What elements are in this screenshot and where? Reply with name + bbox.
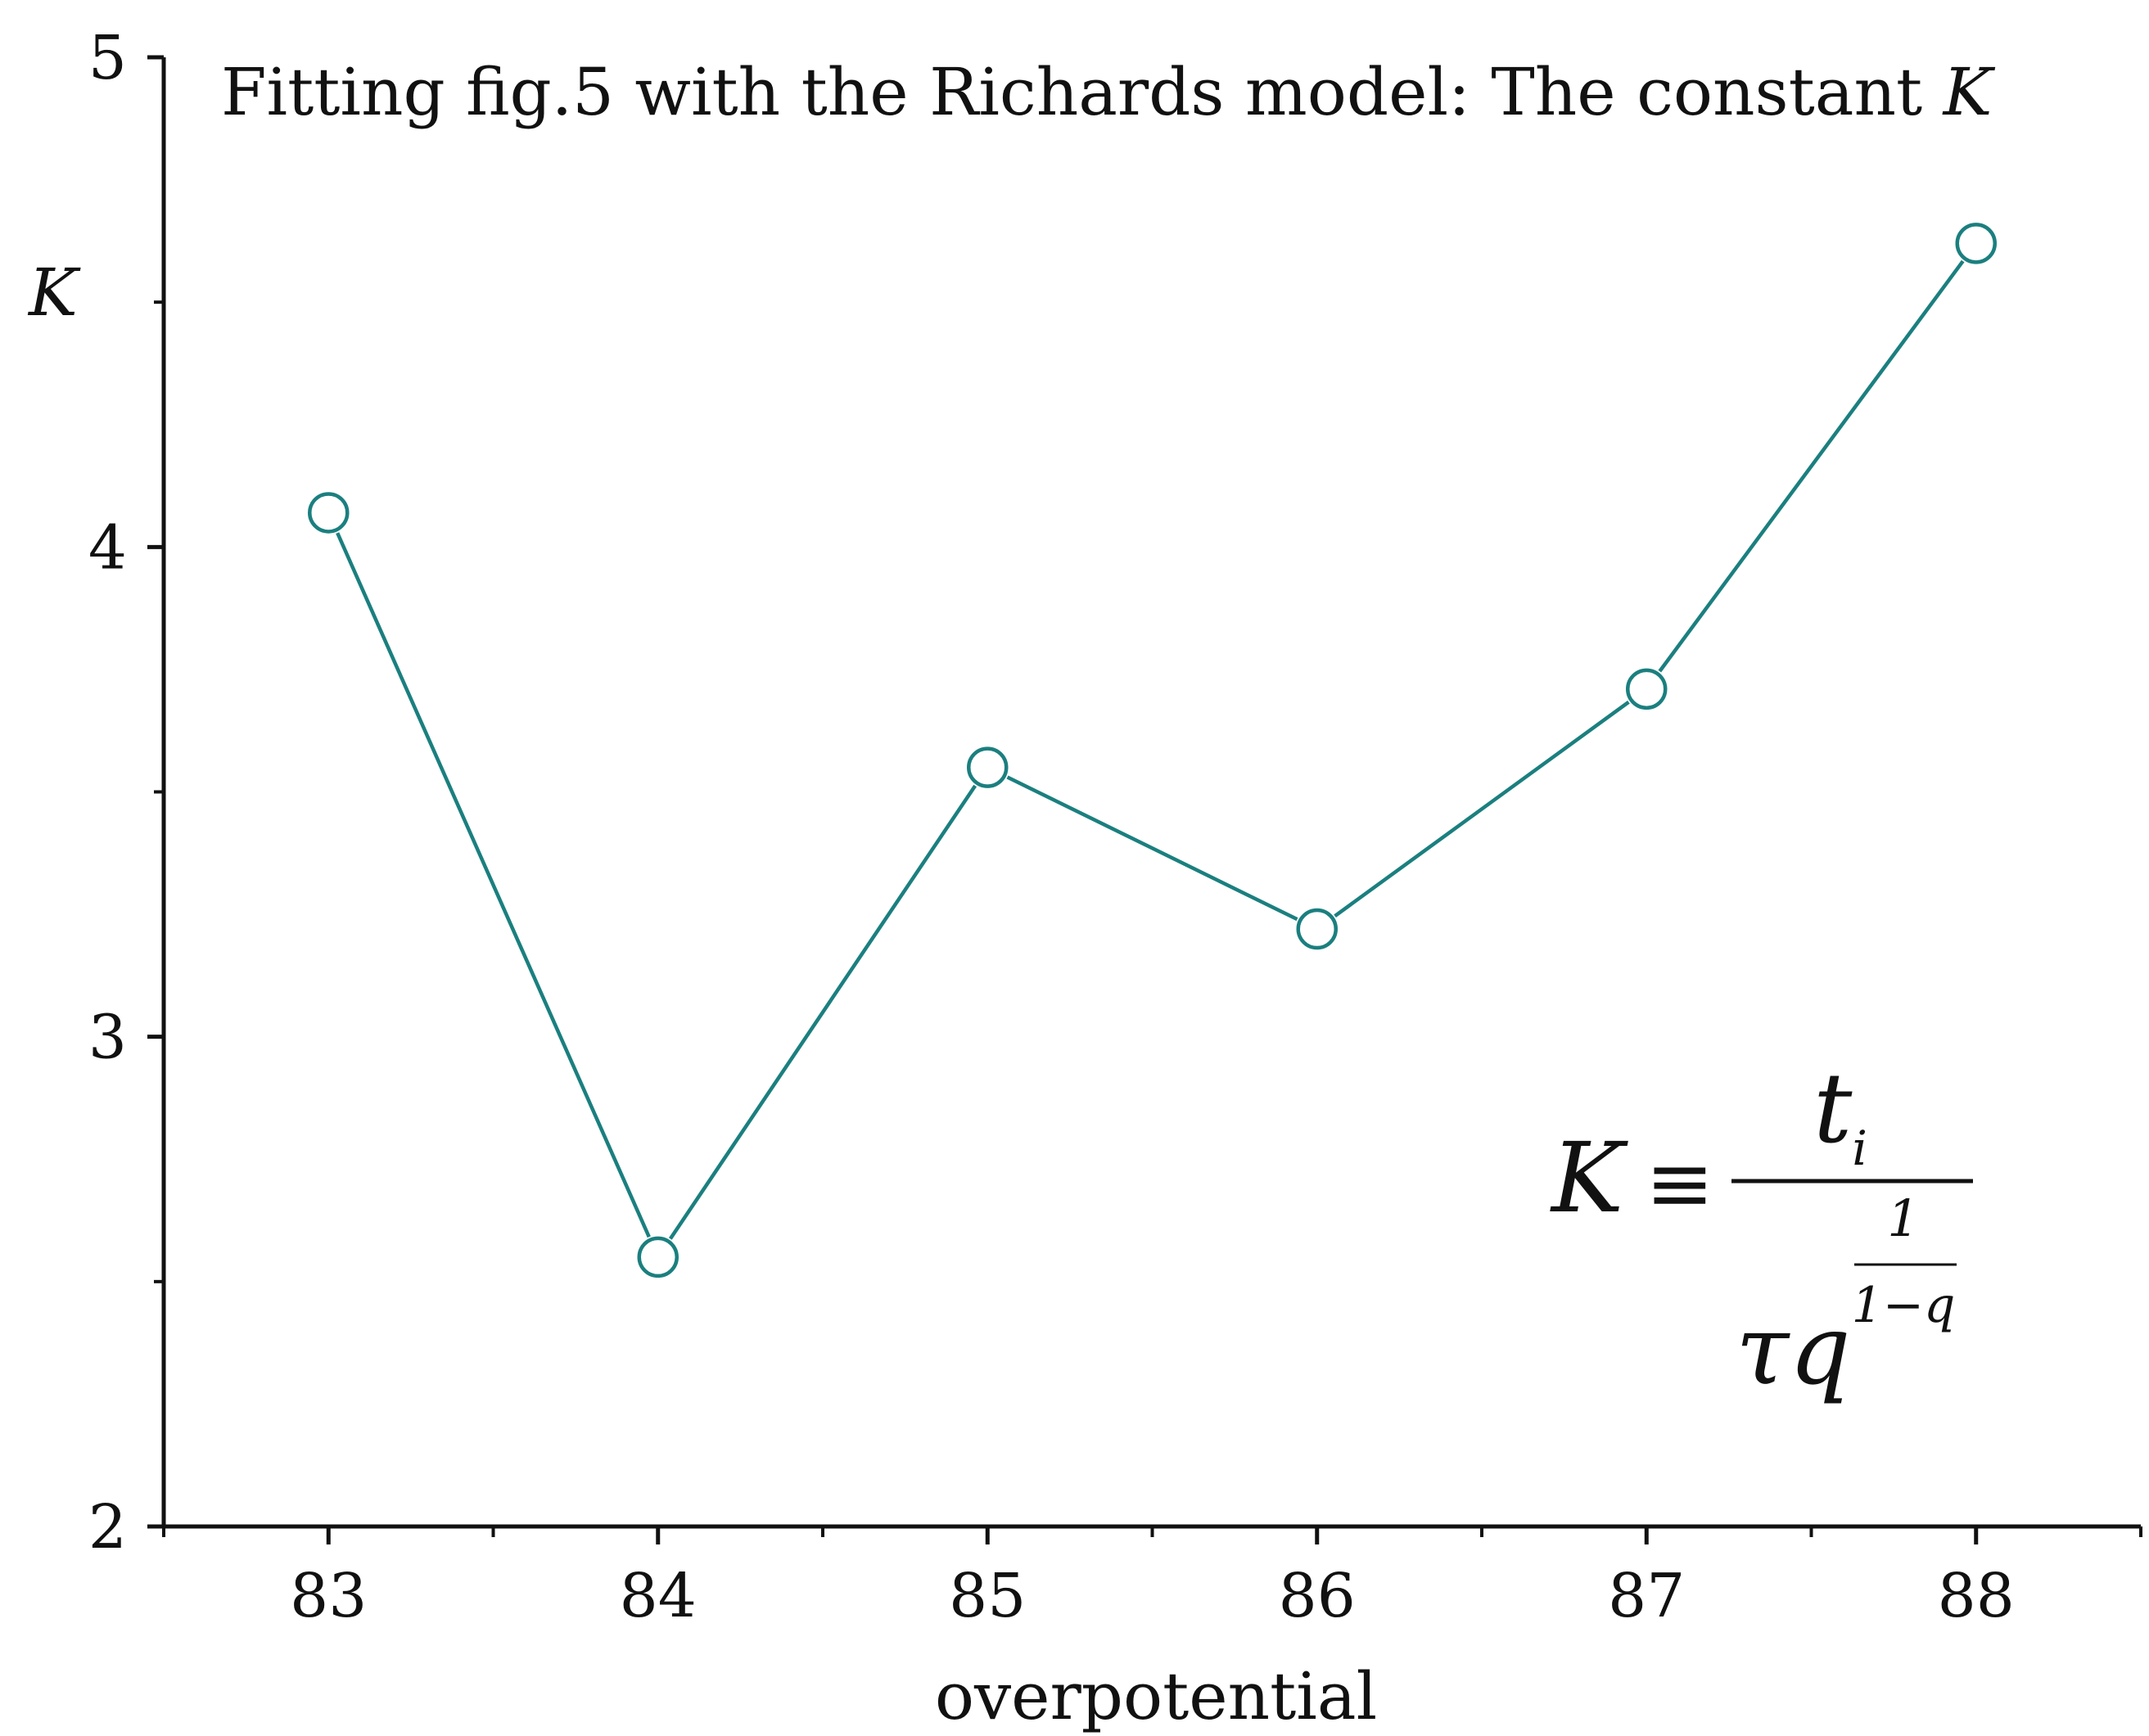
series-segment bbox=[668, 784, 977, 1240]
formula-exponent-denominator: 1−q bbox=[1852, 1277, 1956, 1334]
formula-operator: ≡ bbox=[1646, 1135, 1714, 1231]
chart-title-var: K bbox=[1942, 54, 1996, 130]
series-segment bbox=[1334, 700, 1630, 918]
data-point bbox=[1626, 668, 1668, 710]
series-segment bbox=[1006, 775, 1298, 922]
series-lines bbox=[336, 259, 1965, 1240]
formula-annotation: K ≡ ti τq 1 1−q bbox=[1550, 1052, 1973, 1406]
y-tick-label: 4 bbox=[88, 512, 127, 583]
data-point bbox=[1955, 223, 1997, 264]
x-tick-label: 88 bbox=[1938, 1561, 2015, 1631]
x-tick-label: 83 bbox=[290, 1561, 367, 1631]
x-tick-label: 84 bbox=[620, 1561, 697, 1631]
formula-exponent-numerator: 1 bbox=[1887, 1188, 1919, 1248]
series-segment bbox=[1658, 259, 1965, 673]
y-tick-label: 3 bbox=[88, 1003, 127, 1073]
formula-denominator: τq bbox=[1736, 1293, 1851, 1406]
axis-ticks: 2 3 4 5 83 84 85 86 87 88 bbox=[88, 23, 2142, 1631]
chart-title-text: Fitting fig.5 with the Richards model: T… bbox=[221, 54, 1944, 130]
data-point bbox=[1296, 908, 1338, 950]
x-tick-label: 86 bbox=[1279, 1561, 1356, 1631]
formula-numerator-var: t bbox=[1813, 1052, 1853, 1165]
x-axis-label: overpotential bbox=[935, 1658, 1377, 1734]
data-point bbox=[308, 492, 350, 534]
x-tick-label: 85 bbox=[949, 1561, 1026, 1631]
data-point bbox=[967, 746, 1009, 788]
y-axis-label: K bbox=[27, 255, 81, 331]
chart-title: Fitting fig.5 with the Richards model: T… bbox=[221, 54, 1996, 130]
formula-numerator: ti bbox=[1813, 1052, 1867, 1176]
formula-numerator-sub: i bbox=[1852, 1121, 1867, 1176]
data-point bbox=[637, 1236, 679, 1278]
y-tick-label: 5 bbox=[88, 23, 127, 93]
series-segment bbox=[336, 532, 651, 1238]
series-markers bbox=[308, 223, 1997, 1278]
formula-lhs: K bbox=[1550, 1121, 1628, 1234]
x-tick-label: 87 bbox=[1608, 1561, 1685, 1631]
y-tick-label: 2 bbox=[88, 1492, 127, 1562]
